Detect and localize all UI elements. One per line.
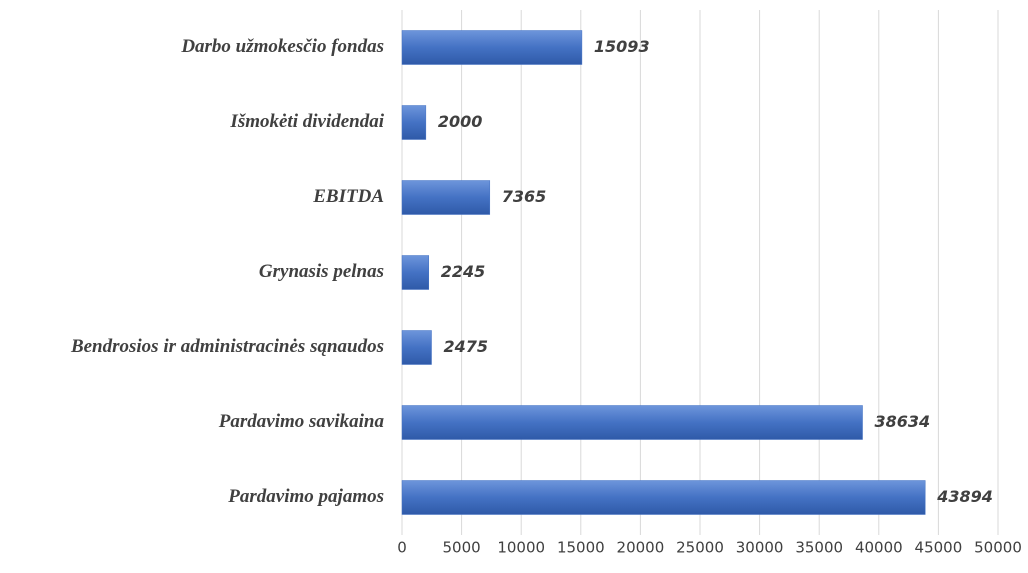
value-label: 15093 [594,37,650,56]
x-tick-label: 35000 [795,539,843,557]
bar [401,105,427,140]
x-tick-label: 40000 [855,539,903,557]
bar [401,480,926,515]
value-label: 2245 [441,262,486,281]
y-tick-label: Pardavimo pajamos [227,486,384,507]
y-tick-label: Grynasis pelnas [259,261,384,282]
value-label: 7365 [502,187,547,206]
y-tick-label: Pardavimo savikaina [218,411,385,432]
x-tick-label: 25000 [676,539,724,557]
value-label: 38634 [875,412,931,431]
value-label: 43894 [936,487,993,506]
bar [401,180,491,215]
y-tick-label: Išmokėti dividendai [229,111,384,132]
bar [401,405,863,440]
x-tick-label: 30000 [736,539,784,557]
x-tick-label: 45000 [915,539,963,557]
bar [401,255,430,290]
value-label: 2475 [444,337,489,356]
x-tick-label: 0 [397,539,407,557]
y-tick-label: Darbo užmokesčio fondas [180,36,384,57]
x-tick-label: 5000 [443,539,481,557]
y-tick-label: Bendrosios ir administracinės sąnaudos [70,336,384,357]
y-tick-label: EBITDA [312,186,384,207]
x-tick-label: 50000 [974,539,1022,557]
bar [401,330,432,365]
x-tick-label: 15000 [557,539,605,557]
x-tick-label: 10000 [497,539,545,557]
value-label: 2000 [438,112,483,131]
x-tick-label: 20000 [617,539,665,557]
bar [401,30,583,65]
